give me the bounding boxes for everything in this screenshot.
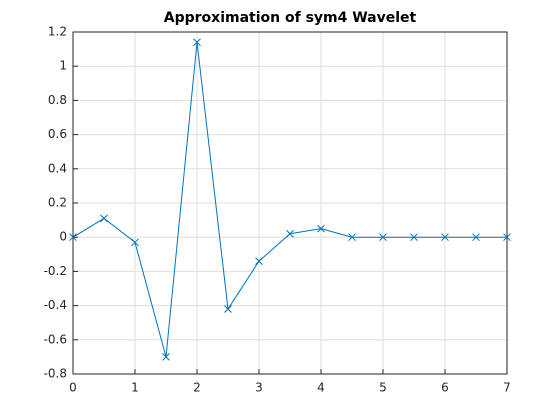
x-tick-label: 6 xyxy=(441,381,449,395)
y-tick-label: 0.2 xyxy=(48,196,67,210)
marker xyxy=(131,238,139,247)
y-tick-label: 0.8 xyxy=(48,93,67,107)
y-tick-label: 0.4 xyxy=(48,161,67,175)
marker xyxy=(69,233,77,242)
x-tick-label: 2 xyxy=(193,381,201,395)
marker xyxy=(286,229,294,238)
y-tick-label: 0 xyxy=(59,230,67,244)
marker xyxy=(410,233,418,242)
y-tick-label: 1.2 xyxy=(48,25,67,39)
marker xyxy=(224,305,232,313)
marker xyxy=(348,233,356,242)
x-tick-label: 3 xyxy=(255,381,263,395)
x-tick-label: 5 xyxy=(379,381,387,395)
x-tick-label: 0 xyxy=(69,381,77,395)
y-tick-label: -0.2 xyxy=(44,264,67,278)
y-tick-label: -0.6 xyxy=(44,332,67,346)
marker xyxy=(100,214,108,223)
marker xyxy=(472,233,480,242)
y-tick-label: 1 xyxy=(59,59,67,73)
marker xyxy=(379,233,387,242)
x-tick-label: 7 xyxy=(503,381,511,395)
y-tick-label: 0.6 xyxy=(48,127,67,141)
x-tick-label: 4 xyxy=(317,381,325,395)
marker xyxy=(503,233,511,242)
marker xyxy=(441,233,449,242)
marker xyxy=(317,224,325,233)
y-tick-label: -0.4 xyxy=(44,298,67,312)
marker xyxy=(255,257,263,265)
chart-title: Approximation of sym4 Wavelet xyxy=(164,10,417,26)
marker xyxy=(162,353,170,361)
marker xyxy=(193,38,201,47)
axes-box xyxy=(72,31,508,375)
y-tick-label: -0.8 xyxy=(44,367,67,381)
x-tick-label: 1 xyxy=(131,381,139,395)
